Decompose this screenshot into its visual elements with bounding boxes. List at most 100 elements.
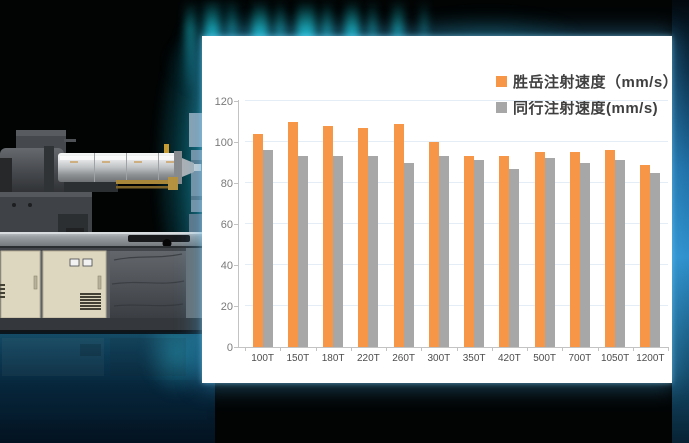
x-tick-label: 350T [462, 353, 486, 364]
bar-primary [323, 125, 334, 347]
legend-swatch-gray [496, 102, 507, 113]
x-tick [386, 348, 387, 351]
x-tick-label: 100T [251, 353, 275, 364]
light-streak [185, 0, 195, 95]
x-tick [350, 348, 352, 351]
bar-group: 1050T [598, 101, 633, 364]
x-tick-label: 150T [286, 353, 310, 364]
bar-primary [464, 156, 475, 347]
bar-group: 260T [386, 101, 421, 364]
x-tick [668, 348, 669, 351]
bar-secondary [650, 172, 661, 347]
gridline [245, 264, 668, 265]
bar-group: 350T [457, 101, 492, 364]
x-tick [562, 348, 564, 351]
machine-cabinet [0, 248, 207, 334]
y-tick [234, 183, 238, 184]
bar-group: 180T [316, 101, 351, 364]
bar-secondary [509, 168, 520, 347]
y-tick-label: 60 [220, 219, 233, 231]
x-tick [491, 348, 493, 351]
chart-legend: 胜岳注射速度（mm/s） 同行注射速度(mm/s) [496, 72, 678, 124]
bar-group: 220T [351, 101, 386, 364]
bar-primary [428, 142, 439, 347]
machine-reflection [0, 334, 207, 420]
x-tick-label: 180T [321, 353, 345, 364]
bar-group: 150T [280, 101, 315, 364]
injection-molding-machine-image [0, 113, 211, 420]
bar-primary [640, 164, 651, 347]
chart-region: 胜岳注射速度（mm/s） 同行注射速度(mm/s) 0 20 40 60 80 100 12… [202, 36, 678, 383]
bar-primary [287, 121, 298, 347]
x-tick [280, 348, 282, 351]
x-tick-label: 220T [356, 353, 380, 364]
bar-secondary [403, 162, 414, 347]
y-tick [234, 142, 238, 143]
bar-primary [393, 123, 404, 347]
y-tick [234, 347, 238, 348]
x-tick-label: 1050T [600, 353, 630, 364]
cabinet-cover [110, 251, 186, 319]
gridline [245, 100, 668, 101]
cabinet-door-left [0, 250, 41, 319]
x-axis-line [238, 347, 669, 348]
injection-unit [0, 130, 201, 200]
machine-base [0, 192, 92, 236]
bar-group: 500T [527, 101, 562, 364]
bar-primary [358, 127, 369, 347]
x-tick [456, 348, 458, 351]
x-tick-label: 260T [392, 353, 416, 364]
bar-secondary [474, 160, 485, 347]
bar-primary [534, 152, 545, 347]
y-tick-label: 80 [220, 178, 233, 190]
vent-grille [0, 284, 101, 310]
bar-group: 700T [562, 101, 597, 364]
legend-item-peers: 同行注射速度(mm/s) [496, 98, 678, 117]
y-tick-label: 0 [226, 342, 233, 354]
bar-secondary [438, 156, 449, 347]
x-tick-label: 500T [533, 353, 557, 364]
y-tick-label: 120 [214, 96, 233, 108]
y-tick [234, 265, 238, 266]
legend-label: 同行注射速度(mm/s) [513, 100, 659, 117]
x-tick [597, 348, 599, 351]
bar-secondary [368, 156, 379, 347]
y-tick-label: 40 [220, 260, 233, 272]
bar-secondary [297, 156, 308, 347]
bar-group: 300T [421, 101, 456, 364]
gridline [245, 141, 668, 142]
injection-barrel [58, 153, 182, 182]
y-axis-line [238, 100, 239, 348]
bar-secondary [262, 150, 273, 347]
x-tick [527, 348, 528, 351]
bar-primary [605, 150, 616, 347]
legend-label: 胜岳注射速度（mm/s） [513, 74, 679, 91]
machine-bed [0, 232, 207, 248]
bar-primary [252, 133, 263, 347]
bar-group: 100T [245, 101, 280, 364]
x-tick [315, 348, 317, 351]
x-tick [421, 348, 423, 351]
gridline [245, 223, 668, 224]
gridline [245, 182, 668, 183]
x-tick-label: 300T [427, 353, 451, 364]
bar-secondary [544, 158, 555, 347]
x-tick [245, 348, 246, 351]
y-tick [234, 101, 238, 102]
indicator-window [82, 258, 93, 267]
x-tick-label: 1200T [636, 353, 665, 364]
chart-panel: 胜岳注射速度（mm/s） 同行注射速度(mm/s) 0 20 40 60 80 100 12… [202, 36, 678, 383]
x-tick-label: 700T [568, 353, 592, 364]
bar-secondary [333, 156, 344, 347]
bar-secondary [579, 162, 590, 347]
indicator-window [69, 258, 80, 267]
gridline [245, 305, 668, 306]
bar-group: 1200T [633, 101, 668, 364]
x-tick [632, 348, 634, 351]
y-axis-labels: 0 20 40 60 80 100 120 [202, 96, 233, 354]
legend-swatch-orange [496, 76, 507, 87]
bar-primary [569, 152, 580, 347]
nozzle [182, 158, 194, 177]
bar-primary [499, 156, 510, 347]
